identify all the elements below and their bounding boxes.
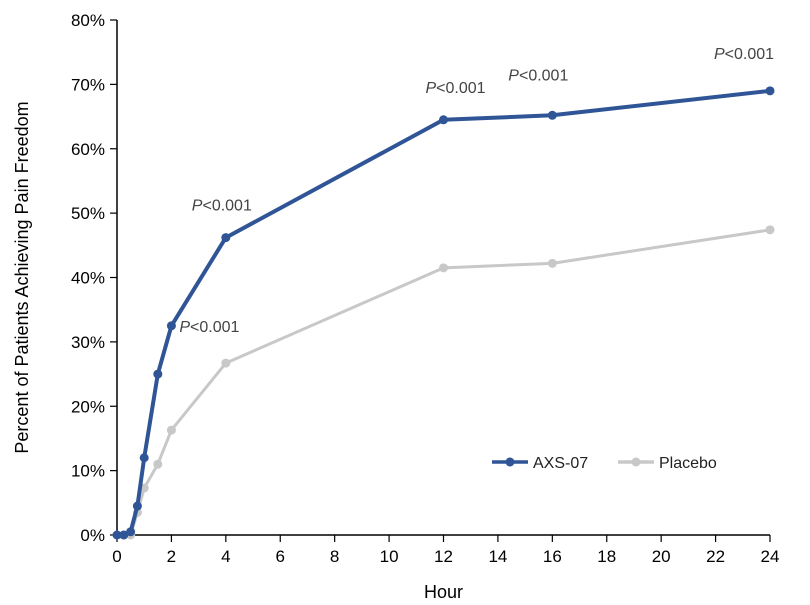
data-point-placebo: [153, 459, 163, 469]
legend-label-axs-07: AXS-07: [533, 455, 588, 472]
data-point-axs-07: [139, 453, 149, 463]
x-tick-label: 10: [380, 547, 399, 566]
y-tick-label: 10%: [71, 462, 105, 481]
data-point-axs-07: [765, 86, 775, 96]
x-tick-label: 12: [434, 547, 453, 566]
data-point-placebo: [547, 258, 557, 268]
y-tick-label: 0%: [80, 526, 105, 545]
y-tick-label: 60%: [71, 140, 105, 159]
y-axis-title: Percent of Patients Achieving Pain Freed…: [12, 101, 32, 453]
p-value-label: P<0.001: [425, 80, 485, 97]
data-point-axs-07: [153, 369, 163, 379]
x-tick-label: 14: [488, 547, 507, 566]
data-point-axs-07: [126, 527, 136, 537]
x-tick-label: 4: [221, 547, 230, 566]
y-tick-label: 40%: [71, 269, 105, 288]
data-point-axs-07: [119, 530, 129, 540]
data-point-axs-07: [112, 530, 122, 540]
y-tick-label: 50%: [71, 204, 105, 223]
x-tick-label: 8: [330, 547, 339, 566]
y-tick-label: 20%: [71, 397, 105, 416]
data-point-axs-07: [221, 233, 231, 243]
x-ticks: 0 2 4 6 8 10 12 14 16 18 20 22 24: [112, 535, 779, 566]
y-tick-label: 70%: [71, 75, 105, 94]
x-tick-label: 16: [543, 547, 562, 566]
x-tick-label: 6: [276, 547, 285, 566]
data-point-placebo: [439, 263, 448, 273]
x-tick-label: 2: [167, 547, 176, 566]
x-tick-label: 18: [597, 547, 616, 566]
p-value-label: P<0.001: [508, 67, 568, 84]
p-value-label: P<0.001: [179, 319, 239, 336]
data-point-axs-07: [439, 115, 448, 125]
p-value-label: P<0.001: [192, 198, 252, 215]
data-point-placebo: [765, 225, 775, 235]
legend-label-placebo: Placebo: [659, 455, 717, 472]
data-point-axs-07: [547, 110, 557, 120]
data-point-placebo: [166, 425, 176, 435]
legend-marker-axs-07: [505, 457, 515, 467]
data-point-axs-07: [132, 501, 142, 511]
p-value-annotations: P<0.001 P<0.001 P<0.001 P<0.001 P<0.001: [179, 46, 774, 336]
series-lines: [112, 86, 775, 540]
data-point-axs-07: [166, 321, 176, 331]
x-tick-label: 22: [706, 547, 725, 566]
legend-marker-placebo: [631, 457, 641, 467]
x-tick-label: 0: [112, 547, 121, 566]
legend: AXS-07 Placebo: [492, 455, 717, 472]
data-point-placebo: [221, 358, 231, 368]
y-ticks: 0% 10% 20% 30% 40% 50% 60% 70% 80%: [71, 11, 117, 545]
x-tick-label: 20: [652, 547, 671, 566]
x-tick-label: 24: [761, 547, 780, 566]
series-line-placebo: [117, 228, 771, 537]
x-axis-title: Hour: [424, 582, 463, 602]
y-tick-label: 30%: [71, 333, 105, 352]
y-tick-label: 80%: [71, 11, 105, 30]
p-value-label: P<0.001: [714, 46, 774, 63]
